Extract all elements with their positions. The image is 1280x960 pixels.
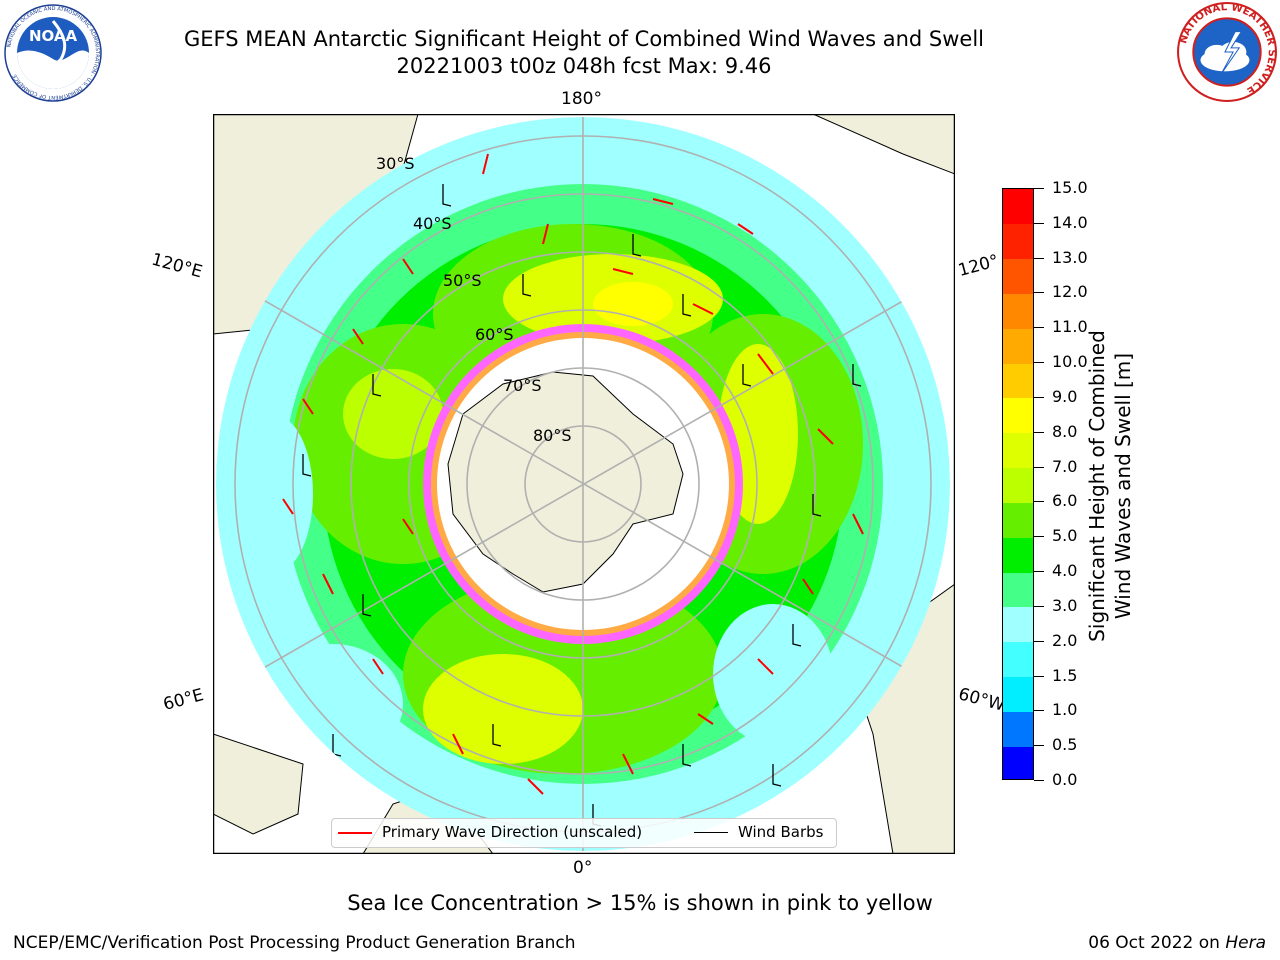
colorbar-tick-label: 5.0 xyxy=(1052,526,1078,546)
chart-subtitle: 20221003 t00z 048h fcst Max: 9.46 xyxy=(396,54,772,78)
colorbar-tick-label: 7.0 xyxy=(1052,456,1078,476)
wave-arrows xyxy=(282,153,864,795)
colorbar-tick xyxy=(1034,640,1044,642)
colorbar-segment xyxy=(1003,397,1033,434)
colorbar-tick xyxy=(1034,222,1044,224)
colorbar-segment xyxy=(1003,711,1033,747)
colorbar-tick xyxy=(1034,257,1044,259)
footer-credit: NCEP/EMC/Verification Post Processing Pr… xyxy=(13,933,576,953)
map-legend: Primary Wave Direction (unscaled) Wind B… xyxy=(331,818,837,848)
colorbar-tick-label: 0.5 xyxy=(1052,735,1078,755)
colorbar-tick xyxy=(1034,605,1044,607)
colorbar-tick xyxy=(1034,396,1044,398)
lat-label-60s: 60°S xyxy=(475,325,514,344)
lon-label-120w: 120° xyxy=(956,251,1001,281)
svg-text:NOAA: NOAA xyxy=(29,27,78,45)
wave-legend-line xyxy=(338,832,372,834)
colorbar-segment xyxy=(1003,746,1033,779)
sea-ice-note: Sea Ice Concentration > 15% is shown in … xyxy=(347,891,933,915)
colorbar-tick-label: 9.0 xyxy=(1052,386,1078,406)
colorbar-segment xyxy=(1003,572,1033,608)
wind-legend-label: Wind Barbs xyxy=(738,823,824,841)
colorbar-segment xyxy=(1003,258,1033,294)
lon-label-180: 180° xyxy=(561,89,602,109)
colorbar-segment xyxy=(1003,293,1033,329)
lat-label-30s: 30°S xyxy=(376,154,415,173)
colorbar-tick-label: 4.0 xyxy=(1052,561,1078,581)
colorbar xyxy=(1002,188,1034,780)
nws-logo: NATIONAL WEATHER SERVICE xyxy=(1177,2,1277,102)
colorbar-segment xyxy=(1003,467,1033,503)
colorbar-tick-label: 10.0 xyxy=(1052,352,1088,372)
colorbar-segment xyxy=(1003,641,1033,678)
lon-label-0: 0° xyxy=(573,858,593,878)
footer-date: 06 Oct 2022 on Hera xyxy=(1088,933,1266,953)
colorbar-tick xyxy=(1034,780,1044,781)
australia-corner xyxy=(812,114,955,175)
colorbar-tick xyxy=(1034,188,1044,189)
colorbar-tick-label: 2.0 xyxy=(1052,630,1078,650)
colorbar-segment xyxy=(1003,189,1033,225)
colorbar-tick xyxy=(1034,745,1044,747)
colorbar-segment xyxy=(1003,328,1033,364)
colorbar-tick xyxy=(1034,292,1044,294)
lon-label-120e: 120°E xyxy=(149,249,205,283)
colorbar-tick-label: 11.0 xyxy=(1052,317,1088,337)
colorbar-tick-label: 14.0 xyxy=(1052,212,1088,232)
colorbar-tick-label: 0.0 xyxy=(1052,770,1078,789)
wave-legend-label: Primary Wave Direction (unscaled) xyxy=(382,823,643,841)
colorbar-segment xyxy=(1003,502,1033,538)
antarctica-land xyxy=(447,371,684,593)
colorbar-tick xyxy=(1034,327,1044,329)
colorbar-tick-label: 13.0 xyxy=(1052,247,1088,267)
colorbar-tick-label: 1.5 xyxy=(1052,665,1078,685)
wind-barbs xyxy=(302,184,862,827)
africa-land xyxy=(213,733,304,835)
colorbar-tick-label: 3.0 xyxy=(1052,595,1078,615)
colorbar-segment xyxy=(1003,537,1033,573)
colorbar-tick xyxy=(1034,431,1044,433)
colorbar-tick-label: 15.0 xyxy=(1052,178,1088,197)
lat-label-70s: 70°S xyxy=(503,376,542,395)
lat-label-80s: 80°S xyxy=(533,426,572,445)
colorbar-segment xyxy=(1003,363,1033,399)
colorbar-tick-label: 6.0 xyxy=(1052,491,1078,511)
colorbar-segment xyxy=(1003,223,1033,260)
colorbar-segment xyxy=(1003,606,1033,643)
chart-title: GEFS MEAN Antarctic Significant Height o… xyxy=(183,27,985,51)
colorbar-tick xyxy=(1034,362,1044,364)
wind-legend-line xyxy=(694,832,728,833)
lat-label-50s: 50°S xyxy=(443,271,482,290)
colorbar-tick xyxy=(1034,501,1044,503)
colorbar-tick xyxy=(1034,466,1044,468)
colorbar-tick-label: 1.0 xyxy=(1052,700,1078,720)
lat-label-40s: 40°S xyxy=(413,214,452,233)
polar-wave-map: 180° 30°S 40°S 50°S 60°S 70°S 80°S xyxy=(213,114,955,854)
lon-label-60e: 60°E xyxy=(161,685,206,715)
colorbar-tick xyxy=(1034,675,1044,677)
colorbar-segment xyxy=(1003,432,1033,469)
noaa-logo: NOAA NATIONAL OCEANIC AND ATMOSPHERIC AD… xyxy=(4,4,102,102)
colorbar-tick-label: 12.0 xyxy=(1052,282,1088,302)
colorbar-tick-label: 8.0 xyxy=(1052,421,1078,441)
colorbar-tick xyxy=(1034,710,1044,712)
lon-label-60w: 60°W xyxy=(956,684,1007,716)
colorbar-segment xyxy=(1003,676,1033,712)
colorbar-tick xyxy=(1034,536,1044,538)
colorbar-tick xyxy=(1034,571,1044,573)
